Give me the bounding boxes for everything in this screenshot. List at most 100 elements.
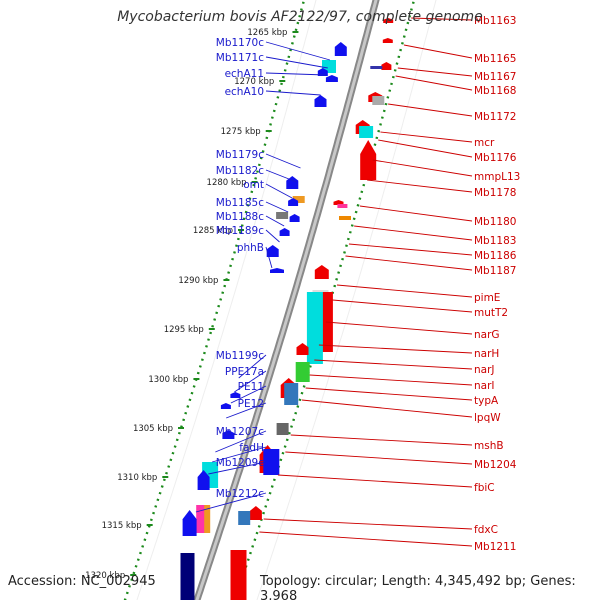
right-gene-label: mutT2 [474, 307, 508, 319]
right-gene-label: Mb1167 [474, 71, 516, 83]
right-leader-line [372, 159, 473, 177]
left-gene-arrow [286, 176, 299, 189]
right-gene-box [230, 550, 247, 600]
left-gene-arrow [230, 392, 241, 398]
tick-label: 1270 kbp [234, 77, 274, 87]
right-gene-box [295, 362, 310, 382]
tick-label: 1310 kbp [117, 473, 157, 483]
right-leader-line [395, 75, 473, 91]
left-leader-line [265, 56, 328, 69]
track-layer [123, 0, 437, 600]
left-leader-line [212, 446, 267, 463]
right-leader-line [301, 399, 473, 418]
right-gene-label: Mb1204 [474, 459, 517, 471]
right-leader-line [336, 284, 473, 298]
left-gene-box [202, 505, 211, 533]
topology-text: Topology: circular; Length: 4,345,492 bp… [260, 574, 576, 600]
right-leader-line [325, 321, 473, 335]
left-gene-box [276, 212, 289, 219]
right-gene-arrow [360, 140, 377, 180]
tick-label: 1285 kbp [193, 226, 233, 236]
left-leader-line [265, 72, 326, 76]
left-leader-line [265, 41, 331, 61]
map-title: Mycobacterium bovis AF2122/97, complete … [117, 9, 483, 25]
left-leader-line [265, 169, 297, 183]
left-gene-label: Mb1179c [216, 149, 264, 161]
right-gene-label: typA [474, 395, 499, 407]
tick-label: 1265 kbp [247, 28, 287, 38]
right-gene-label: fdxC [474, 524, 498, 536]
left-gene-arrow [270, 268, 284, 273]
right-gene-arrow [314, 265, 329, 279]
left-leader-line [226, 402, 267, 419]
left-gene-arrow [334, 42, 347, 56]
right-gene-label: narI [474, 380, 495, 392]
right-leader-line [314, 359, 473, 370]
left-leader-line [208, 461, 267, 475]
right-leader-line [305, 387, 473, 401]
tick-label: 1280 kbp [207, 178, 247, 188]
left-gene-label: Mb1182c [216, 165, 264, 177]
right-leader-line [332, 299, 473, 313]
tick-label: 1305 kbp [133, 424, 173, 434]
right-gene-arrow [296, 343, 309, 355]
left-gene-label: Mb1199c [216, 350, 264, 362]
right-leader-line [259, 531, 473, 547]
right-leader-line [345, 255, 473, 271]
left-gene-label: Mb1188c [216, 211, 264, 223]
left-gene-label: echA11 [225, 68, 264, 80]
right-gene-label: narH [474, 348, 499, 360]
right-gene-box [238, 511, 251, 525]
right-gene-box [339, 216, 351, 220]
right-gene-arrow [333, 200, 344, 205]
tick-label: 1300 kbp [148, 375, 188, 385]
right-gene-label: narJ [474, 364, 495, 376]
right-gene-box [372, 96, 385, 105]
right-gene-box [276, 423, 289, 435]
right-gene-label: Mb1178 [474, 187, 516, 199]
left-gene-label: Mb1207c [216, 426, 264, 438]
right-leader-line [309, 374, 473, 386]
left-leader-line [234, 370, 267, 393]
right-gene-label: Mb1187 [474, 265, 516, 277]
right-leader-line [285, 451, 473, 465]
right-gene-label: mshB [474, 440, 504, 452]
right-leader-line [354, 225, 473, 241]
right-leader-line [403, 44, 473, 59]
left-gene-arrow [182, 510, 197, 536]
left-gene-arrow [317, 68, 328, 76]
right-gene-label: Mb1168 [474, 85, 516, 97]
right-gene-label: Mb1165 [474, 53, 516, 65]
inner-track-edge [136, 0, 317, 600]
right-gene-box [284, 383, 299, 405]
left-gene-box [180, 553, 195, 600]
right-gene-label: Mb1211 [474, 541, 516, 553]
right-leader-line [263, 518, 473, 530]
right-gene-label: fbiC [474, 482, 495, 494]
left-gene-label: Mb1170c [216, 37, 264, 49]
right-gene-label: lpqW [474, 412, 501, 424]
right-gene-box [337, 204, 348, 208]
right-gene-label: Mb1180 [474, 216, 516, 228]
right-leader-line [348, 243, 473, 256]
right-leader-line [367, 179, 473, 193]
right-gene-arrow [249, 506, 262, 520]
left-gene-box [196, 505, 205, 533]
left-leader-line [265, 90, 321, 96]
left-dotted-ruler [123, 0, 306, 600]
right-gene-label: Mb1176 [474, 152, 517, 164]
right-gene-arrow [383, 18, 394, 23]
right-gene-label: pimE [474, 292, 500, 304]
left-leader-line [195, 492, 267, 513]
left-gene-box [292, 196, 305, 203]
right-gene-box [359, 126, 374, 138]
right-leader-line [290, 434, 473, 446]
right-leader-line [388, 103, 473, 117]
left-gene-arrow [279, 228, 290, 236]
left-leader-line [265, 201, 289, 213]
left-gene-arrow [266, 245, 279, 257]
tick-label: 1320 kbp [85, 571, 125, 581]
left-gene-label: PE11 [238, 381, 264, 393]
tick-label: 1290 kbp [178, 276, 218, 286]
